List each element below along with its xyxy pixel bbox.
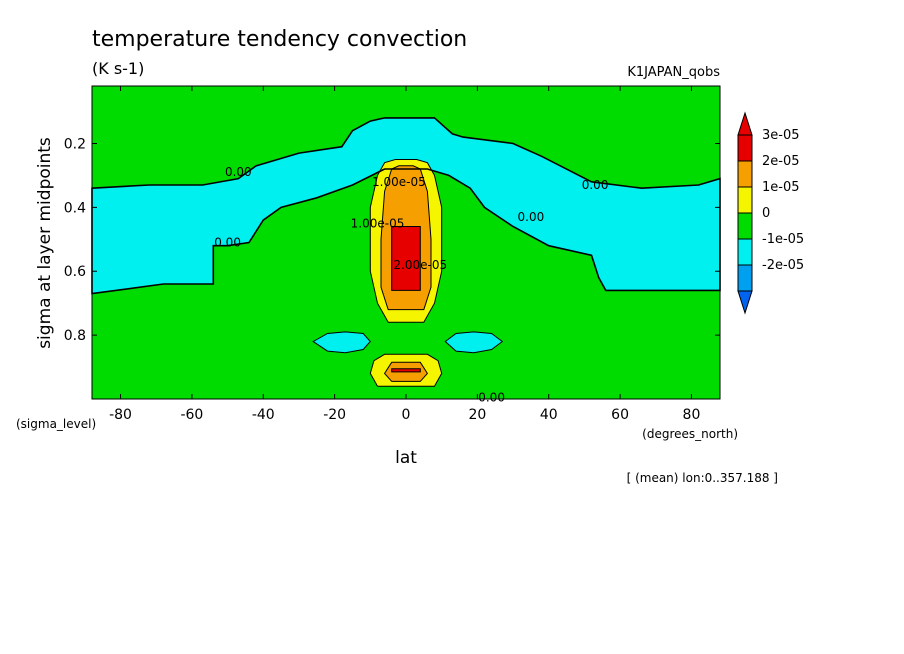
chart-units: (K s-1) [92, 59, 144, 78]
region-negative-blob-left [313, 331, 371, 353]
x-tick-label: 80 [683, 407, 701, 423]
contour-label: 0.00 [582, 178, 609, 192]
region-negative-band [92, 117, 720, 294]
x-axis-label: lat [395, 448, 417, 468]
colorbar-bottom-arrow [737, 290, 753, 315]
x-axis: -80 -60 -40 -20 0 20 40 60 80 [109, 86, 700, 423]
y-axis-label: sigma at layer midpoints [35, 137, 55, 349]
contour-label: 1.00e-05 [372, 175, 426, 189]
x-tick-label: -40 [252, 407, 275, 423]
contour-line [369, 159, 443, 323]
contour-line [383, 361, 429, 382]
colorbar-segment [737, 264, 753, 292]
colorbar-segment [737, 212, 753, 240]
mean-annotation: [ (mean) lon:0..357.188 ] [627, 471, 778, 485]
x-tick-label: -20 [323, 407, 346, 423]
y-tick-label: 0.4 [64, 200, 86, 216]
contour-line [391, 226, 421, 291]
region-positive-3e-05-upper [391, 226, 421, 291]
colorbar-label: -1e-05 [762, 232, 804, 247]
y-tick-label: 0.2 [64, 136, 86, 152]
plot-area: 0.00 0.00 0.00 0.00 0.00 1.00e-05 1.00e-05 2.00… [91, 85, 721, 404]
colorbar-segment [737, 238, 753, 266]
chart-title: temperature tendency convection [92, 27, 467, 52]
colorbar-label: 1e-05 [762, 180, 800, 195]
contour-label: 0.00 [518, 210, 545, 224]
x-tick-label: 0 [402, 407, 411, 423]
colorbar-segment [737, 186, 753, 214]
y-tick-label: 0.8 [64, 328, 86, 344]
colorbar-label: 3e-05 [762, 128, 800, 143]
x-unit-label: (degrees_north) [642, 427, 738, 441]
y-axis: 0.2 0.4 0.6 0.8 [64, 136, 720, 344]
region-negative-blob-right [445, 331, 503, 353]
x-tick-label: -60 [180, 407, 203, 423]
contour-line [312, 331, 371, 354]
contour-label: 0.00 [478, 390, 505, 404]
contour-line [369, 353, 443, 387]
colorbar-segment [737, 160, 753, 188]
contour-line [444, 331, 504, 354]
colorbar-label: 2e-05 [762, 154, 800, 169]
dataset-label: K1JAPAN_qobs [627, 65, 720, 80]
colorbar-label: 0 [762, 206, 770, 221]
contour-label: 2.00e-05 [393, 258, 447, 272]
contour-line [391, 368, 421, 373]
contour-label: 1.00e-05 [351, 216, 405, 230]
colorbar: 3e-05 2e-05 1e-05 0 -1e-05 -2e-05 [737, 111, 804, 315]
colorbar-label: -2e-05 [762, 258, 804, 273]
y-tick-label: 0.6 [64, 264, 86, 280]
x-tick-label: 40 [540, 407, 558, 423]
contour-line [91, 117, 721, 295]
colorbar-top-arrow [737, 111, 753, 136]
contour-line [380, 165, 432, 311]
x-tick-label: -80 [109, 407, 132, 423]
colorbar-segment [737, 134, 753, 162]
contour-label: 0.00 [225, 165, 252, 179]
y-unit-label: (sigma_level) [16, 417, 96, 431]
region-positive-3e-05-lower [391, 368, 421, 372]
x-tick-label: 20 [468, 407, 486, 423]
x-tick-label: 60 [611, 407, 629, 423]
contour-label: 0.00 [214, 236, 241, 250]
